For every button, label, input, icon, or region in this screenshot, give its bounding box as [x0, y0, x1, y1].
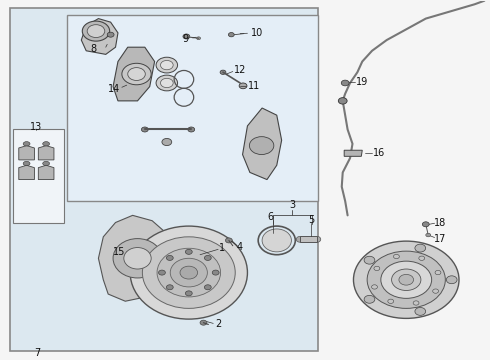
- Ellipse shape: [113, 239, 162, 278]
- Polygon shape: [38, 145, 54, 160]
- Ellipse shape: [124, 248, 151, 269]
- Ellipse shape: [23, 141, 30, 146]
- Polygon shape: [38, 165, 54, 180]
- Ellipse shape: [128, 68, 146, 81]
- Ellipse shape: [338, 98, 347, 104]
- Polygon shape: [19, 145, 34, 160]
- Ellipse shape: [142, 127, 148, 132]
- Text: 2: 2: [216, 319, 222, 329]
- Text: 7: 7: [34, 348, 41, 358]
- Ellipse shape: [435, 270, 441, 275]
- Ellipse shape: [371, 285, 377, 289]
- Text: 10: 10: [251, 28, 263, 38]
- Ellipse shape: [249, 137, 274, 154]
- Ellipse shape: [415, 307, 426, 315]
- Ellipse shape: [374, 266, 380, 271]
- Ellipse shape: [130, 226, 247, 319]
- Ellipse shape: [87, 25, 105, 37]
- Ellipse shape: [107, 32, 114, 37]
- Ellipse shape: [364, 295, 375, 303]
- Ellipse shape: [419, 256, 425, 260]
- Ellipse shape: [296, 237, 303, 242]
- Ellipse shape: [185, 291, 192, 296]
- Ellipse shape: [43, 141, 49, 146]
- Ellipse shape: [185, 249, 192, 255]
- Polygon shape: [98, 215, 172, 301]
- Text: 9: 9: [182, 33, 189, 44]
- Ellipse shape: [43, 161, 49, 166]
- Text: 17: 17: [434, 234, 446, 244]
- Ellipse shape: [167, 285, 173, 290]
- Text: 8: 8: [91, 44, 97, 54]
- Polygon shape: [19, 165, 34, 180]
- Text: 6: 6: [268, 212, 273, 222]
- Text: 14: 14: [108, 85, 120, 94]
- Text: 13: 13: [30, 122, 42, 132]
- Ellipse shape: [170, 258, 207, 287]
- Ellipse shape: [239, 83, 247, 89]
- Text: 3: 3: [289, 200, 295, 210]
- Ellipse shape: [196, 37, 200, 40]
- Polygon shape: [243, 108, 282, 180]
- Ellipse shape: [225, 238, 232, 243]
- Bar: [13, 130, 64, 222]
- Ellipse shape: [314, 237, 321, 242]
- Text: 1: 1: [219, 243, 224, 253]
- Ellipse shape: [188, 127, 195, 132]
- Ellipse shape: [157, 248, 220, 297]
- Text: 19: 19: [356, 77, 368, 87]
- Ellipse shape: [422, 222, 429, 227]
- Ellipse shape: [200, 320, 207, 325]
- Bar: [67, 15, 318, 201]
- Polygon shape: [344, 150, 362, 156]
- Ellipse shape: [353, 241, 459, 318]
- Ellipse shape: [388, 299, 393, 303]
- Ellipse shape: [122, 63, 151, 85]
- Ellipse shape: [212, 270, 219, 275]
- Polygon shape: [81, 19, 118, 54]
- Ellipse shape: [156, 57, 177, 73]
- Ellipse shape: [415, 244, 426, 252]
- Ellipse shape: [399, 274, 414, 285]
- Ellipse shape: [159, 270, 165, 275]
- Ellipse shape: [392, 269, 421, 291]
- Ellipse shape: [413, 301, 419, 305]
- Ellipse shape: [381, 261, 432, 298]
- Bar: [10, 8, 318, 351]
- Text: 16: 16: [373, 148, 386, 158]
- Polygon shape: [300, 236, 318, 242]
- Polygon shape: [113, 47, 155, 101]
- Ellipse shape: [160, 78, 173, 87]
- Ellipse shape: [183, 34, 190, 39]
- Ellipse shape: [426, 233, 431, 237]
- Text: 11: 11: [247, 81, 260, 91]
- Text: 15: 15: [113, 247, 125, 257]
- Ellipse shape: [204, 285, 211, 290]
- Ellipse shape: [143, 237, 235, 309]
- Ellipse shape: [446, 276, 457, 284]
- Ellipse shape: [156, 75, 177, 91]
- Ellipse shape: [220, 70, 226, 75]
- Ellipse shape: [433, 289, 439, 293]
- Ellipse shape: [82, 21, 110, 41]
- Text: 4: 4: [237, 242, 243, 252]
- Text: 5: 5: [308, 215, 314, 225]
- Text: 12: 12: [234, 65, 246, 75]
- Text: 18: 18: [434, 218, 446, 228]
- Ellipse shape: [23, 161, 30, 166]
- Ellipse shape: [262, 229, 292, 252]
- Ellipse shape: [180, 266, 197, 279]
- Ellipse shape: [228, 32, 234, 37]
- Ellipse shape: [204, 256, 211, 260]
- Ellipse shape: [162, 139, 172, 145]
- Ellipse shape: [364, 256, 375, 264]
- Ellipse shape: [341, 80, 349, 86]
- Ellipse shape: [367, 251, 445, 309]
- Ellipse shape: [393, 255, 399, 258]
- Ellipse shape: [167, 256, 173, 260]
- Ellipse shape: [160, 60, 173, 70]
